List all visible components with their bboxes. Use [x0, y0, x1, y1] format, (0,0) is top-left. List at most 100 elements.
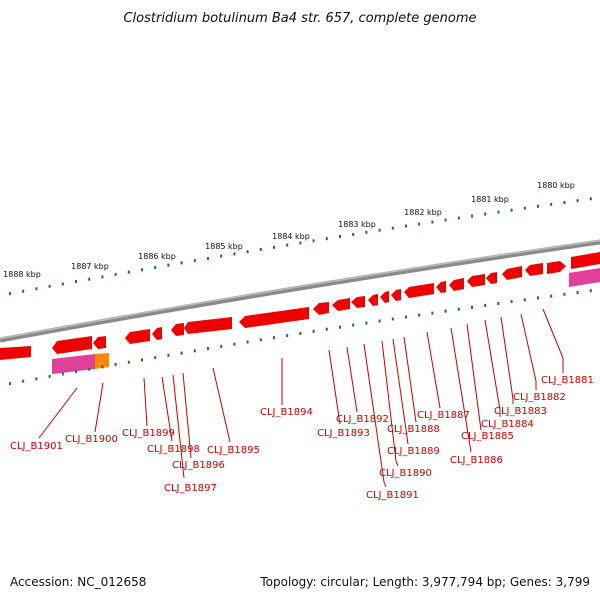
gene-label-clj-b1884[interactable]: CLJ_B1884 [481, 419, 534, 430]
rna-feature[interactable] [569, 268, 600, 287]
gene-label-clj-b1887[interactable]: CLJ_B1887 [417, 410, 470, 421]
inner-scale-tick [352, 323, 355, 327]
inner-scale-tick [339, 325, 341, 329]
gene-arrow[interactable] [239, 307, 309, 328]
outer-scale-tick [9, 292, 11, 296]
gene-arrow[interactable] [525, 263, 543, 276]
outer-scale-tick [563, 201, 566, 204]
gene-label-clj-b1894[interactable]: CLJ_B1894 [260, 407, 313, 418]
inner-scale-tick [325, 327, 328, 331]
gene-arrow[interactable] [171, 323, 184, 336]
label-leader-lines [38, 308, 564, 488]
gene-label-group: CLJ_B1881 CLJ_B1882 CLJ_B1883 CLJ_B1884 … [10, 375, 594, 501]
gene-arrow[interactable] [571, 252, 600, 269]
gene-label-clj-b1888[interactable]: CLJ_B1888 [387, 424, 440, 435]
inner-scale-tick [154, 356, 157, 360]
gene-label-clj-b1899[interactable]: CLJ_B1899 [122, 428, 175, 439]
outer-scale-tick [246, 250, 249, 254]
outer-scale-tick [61, 282, 64, 286]
inner-scale-tick [471, 305, 473, 309]
gene-label-clj-b1897[interactable]: CLJ_B1897 [164, 483, 217, 494]
outer-scale-tick [405, 224, 407, 228]
gene-arrow[interactable] [332, 298, 350, 311]
gene-arrow[interactable] [0, 346, 31, 360]
gene-label-clj-b1898[interactable]: CLJ_B1898 [147, 444, 200, 455]
gene-label-clj-b1882[interactable]: CLJ_B1882 [513, 392, 566, 403]
outer-scale-tick [233, 252, 236, 256]
outer-scale-tick [589, 197, 592, 201]
gene-arrow[interactable] [502, 266, 522, 280]
inner-scale-tick [207, 347, 209, 351]
outer-scale-tick [471, 214, 473, 218]
outer-scale-tick [431, 220, 434, 224]
gene-arrow[interactable] [313, 302, 329, 315]
outer-scale-tick [286, 243, 289, 247]
inner-scale-tick [523, 298, 526, 302]
outer-scale-tick [88, 277, 91, 281]
inner-scale-tick [576, 291, 579, 294]
outer-scale-tick [127, 270, 130, 274]
gene-label-clj-b1895[interactable]: CLJ_B1895 [207, 445, 260, 456]
outer-scale-tick [193, 259, 196, 263]
gene-label-clj-b1890[interactable]: CLJ_B1890 [379, 468, 432, 479]
misc-feature[interactable] [95, 353, 109, 369]
gene-label-clj-b1889[interactable]: CLJ_B1889 [387, 446, 440, 457]
outer-scale-tick [510, 208, 513, 212]
inner-scale-tick [127, 360, 130, 364]
inner-scale-tick [141, 358, 143, 362]
inner-scale-tick [286, 334, 289, 338]
gene-arrow[interactable] [184, 317, 232, 334]
inner-scale-tick [180, 351, 183, 355]
outer-scale-tick [444, 218, 447, 222]
outer-scale-tick [339, 235, 341, 238]
kbp-label-1887: 1887 kbp [71, 262, 109, 271]
gene-arrow[interactable] [391, 289, 401, 301]
inner-scale-tick [365, 321, 368, 325]
gene-label-clj-b1893[interactable]: CLJ_B1893 [317, 428, 370, 439]
kbp-label-1883: 1883 kbp [338, 220, 376, 229]
inner-scale-tick [378, 319, 381, 323]
kbp-label-1882: 1882 kbp [404, 208, 442, 217]
gene-arrow[interactable] [547, 261, 566, 274]
gene-label-clj-b1885[interactable]: CLJ_B1885 [461, 431, 514, 442]
gene-arrow[interactable] [436, 281, 446, 293]
kbp-label-1886: 1886 kbp [138, 252, 176, 261]
gene-arrow[interactable] [380, 291, 389, 303]
outer-scale-tick [365, 230, 368, 234]
gene-arrow[interactable] [125, 329, 150, 344]
outer-tick-track [9, 197, 592, 296]
outer-scale-tick [418, 222, 421, 226]
rna-feature[interactable] [52, 354, 95, 374]
inner-scale-tick [246, 340, 249, 344]
gene-arrow[interactable] [449, 278, 464, 291]
outer-scale-tick [259, 248, 262, 251]
gene-label-clj-b1886[interactable]: CLJ_B1886 [450, 455, 503, 466]
gene-label-clj-b1883[interactable]: CLJ_B1883 [494, 406, 547, 417]
kbp-label-1881: 1881 kbp [471, 195, 509, 204]
outer-scale-tick [484, 212, 487, 216]
gene-label-clj-b1891[interactable]: CLJ_B1891 [366, 490, 419, 501]
gene-arrow[interactable] [486, 272, 497, 284]
gene-arrow[interactable] [404, 283, 434, 298]
gene-arrow[interactable] [152, 327, 162, 340]
gene-arrow[interactable] [93, 336, 106, 349]
gene-label-clj-b1892[interactable]: CLJ_B1892 [336, 414, 389, 425]
inner-scale-tick [273, 336, 275, 340]
gene-label-clj-b1881[interactable]: CLJ_B1881 [541, 375, 594, 386]
gene-label-clj-b1900[interactable]: CLJ_B1900 [65, 434, 118, 445]
kbp-label-1885: 1885 kbp [205, 242, 243, 251]
inner-scale-tick [312, 329, 315, 333]
gene-arrow[interactable] [351, 296, 365, 308]
gene-label-clj-b1901[interactable]: CLJ_B1901 [10, 441, 63, 452]
inner-scale-tick [510, 300, 513, 304]
inner-scale-tick [299, 331, 302, 335]
gene-label-clj-b1896[interactable]: CLJ_B1896 [172, 460, 225, 471]
inner-scale-tick [220, 344, 223, 348]
inner-scale-tick [484, 303, 487, 307]
gene-arrow[interactable] [467, 274, 485, 287]
gene-arrow[interactable] [368, 294, 378, 306]
gene-arrow[interactable] [52, 336, 92, 354]
outer-scale-tick [101, 275, 104, 279]
inner-scale-tick [22, 379, 25, 383]
